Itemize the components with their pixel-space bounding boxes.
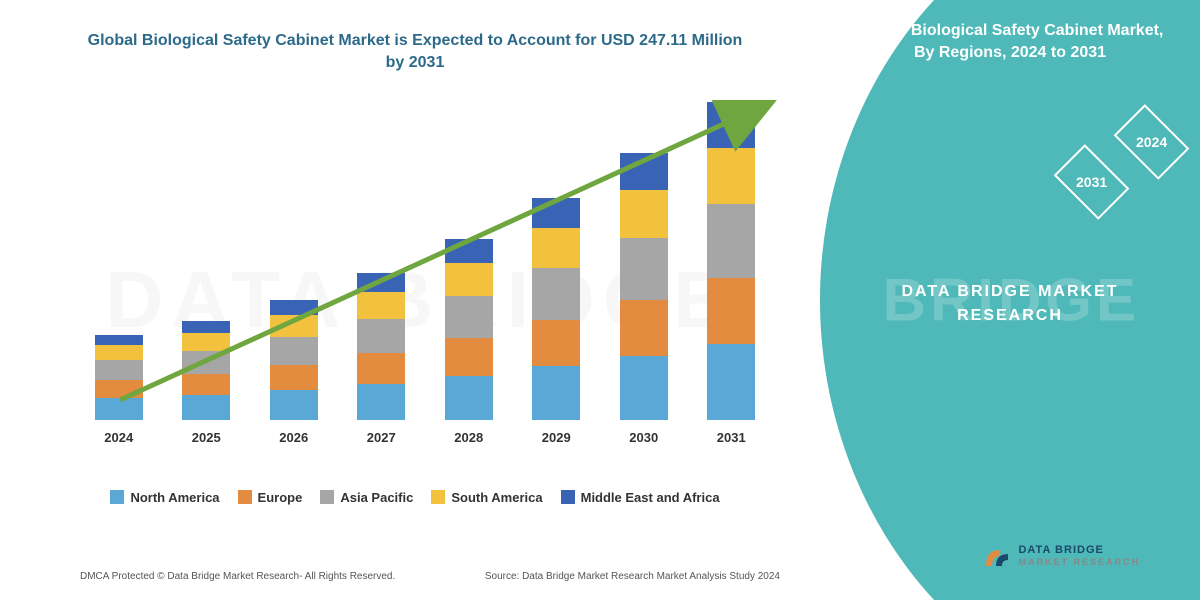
bar-stack [357, 273, 405, 420]
seg-middle-east-and-africa [270, 300, 318, 315]
seg-north-america [707, 344, 755, 420]
bar-stack [532, 198, 580, 420]
seg-north-america [357, 384, 405, 420]
seg-asia-pacific [270, 337, 318, 365]
bar-col-2028: 2028 [439, 239, 499, 445]
bar-label: 2031 [717, 430, 746, 445]
seg-south-america [707, 148, 755, 204]
legend-label: Middle East and Africa [581, 490, 720, 505]
seg-south-america [620, 190, 668, 238]
bar-col-2031: 2031 [701, 102, 761, 445]
seg-middle-east-and-africa [182, 321, 230, 333]
seg-europe [707, 278, 755, 344]
seg-asia-pacific [445, 296, 493, 338]
legend-swatch [320, 490, 334, 504]
seg-south-america [270, 315, 318, 337]
seg-europe [532, 320, 580, 366]
seg-middle-east-and-africa [445, 239, 493, 263]
legend-item-asia-pacific: Asia Pacific [320, 490, 413, 505]
bar-col-2027: 2027 [351, 273, 411, 445]
legend-swatch [431, 490, 445, 504]
seg-south-america [95, 345, 143, 360]
legend-label: South America [451, 490, 542, 505]
dmca-text: DMCA Protected © Data Bridge Market Rese… [80, 571, 395, 582]
seg-middle-east-and-africa [620, 153, 668, 190]
seg-north-america [182, 395, 230, 420]
seg-europe [95, 380, 143, 398]
legend: North America Europe Asia Pacific South Ame… [0, 490, 830, 505]
bar-stack [620, 153, 668, 420]
seg-north-america [532, 366, 580, 420]
bar-label: 2025 [192, 430, 221, 445]
bar-label: 2027 [367, 430, 396, 445]
bar-col-2030: 2030 [614, 153, 674, 445]
chart-title: Global Biological Safety Cabinet Market … [0, 0, 830, 85]
legend-item-south-america: South America [431, 490, 542, 505]
seg-europe [445, 338, 493, 376]
seg-south-america [182, 333, 230, 351]
right-title: Global Biological Safety Cabinet Market,… [850, 20, 1170, 65]
seg-middle-east-and-africa [95, 335, 143, 345]
seg-asia-pacific [182, 351, 230, 374]
legend-item-north-america: North America [110, 490, 219, 505]
seg-europe [182, 374, 230, 395]
seg-north-america [620, 356, 668, 420]
right-panel: BRIDGE Global Biological Safety Cabinet … [820, 0, 1200, 600]
legend-swatch [110, 490, 124, 504]
seg-north-america [270, 390, 318, 420]
seg-asia-pacific [357, 319, 405, 353]
bar-col-2029: 2029 [526, 198, 586, 445]
legend-label: Asia Pacific [340, 490, 413, 505]
seg-asia-pacific [620, 238, 668, 300]
seg-south-america [532, 228, 580, 268]
bar-label: 2026 [279, 430, 308, 445]
logo-text: DATA BRIDGE MARKET RESEARCH [1018, 544, 1140, 568]
legend-item-middle-east-and-africa: Middle East and Africa [561, 490, 720, 505]
legend-label: North America [130, 490, 219, 505]
seg-asia-pacific [532, 268, 580, 320]
seg-middle-east-and-africa [357, 273, 405, 292]
legend-item-europe: Europe [238, 490, 303, 505]
bar-stack [445, 239, 493, 420]
bar-label: 2030 [629, 430, 658, 445]
seg-north-america [95, 398, 143, 420]
seg-asia-pacific [707, 204, 755, 278]
bar-col-2024: 2024 [89, 335, 149, 445]
bar-stack [707, 102, 755, 420]
bar-label: 2029 [542, 430, 571, 445]
bars-wrap: 2024 2025 2026 2027 2028 2029 2030 2031 [75, 125, 775, 445]
source-text: Source: Data Bridge Market Research Mark… [485, 571, 780, 582]
seg-europe [270, 365, 318, 390]
bar-stack [270, 300, 318, 420]
bar-stack [95, 335, 143, 420]
seg-south-america [445, 263, 493, 296]
seg-asia-pacific [95, 360, 143, 380]
seg-middle-east-and-africa [707, 102, 755, 148]
seg-middle-east-and-africa [532, 198, 580, 228]
seg-north-america [445, 376, 493, 420]
bar-col-2025: 2025 [176, 321, 236, 445]
seg-europe [357, 353, 405, 384]
logo: DATA BRIDGE MARKET RESEARCH [982, 542, 1140, 570]
chart-container: 2024 2025 2026 2027 2028 2029 2030 2031 [55, 105, 775, 475]
legend-swatch [561, 490, 575, 504]
footer: DMCA Protected © Data Bridge Market Rese… [80, 571, 780, 582]
bar-label: 2024 [104, 430, 133, 445]
chart-panel: Global Biological Safety Cabinet Market … [0, 0, 830, 600]
legend-swatch [238, 490, 252, 504]
bar-col-2026: 2026 [264, 300, 324, 445]
seg-europe [620, 300, 668, 356]
legend-label: Europe [258, 490, 303, 505]
seg-south-america [357, 292, 405, 319]
bar-label: 2028 [454, 430, 483, 445]
bar-stack [182, 321, 230, 420]
brand-text: DATA BRIDGE MARKET RESEARCH [860, 280, 1160, 328]
logo-mark [982, 542, 1010, 570]
